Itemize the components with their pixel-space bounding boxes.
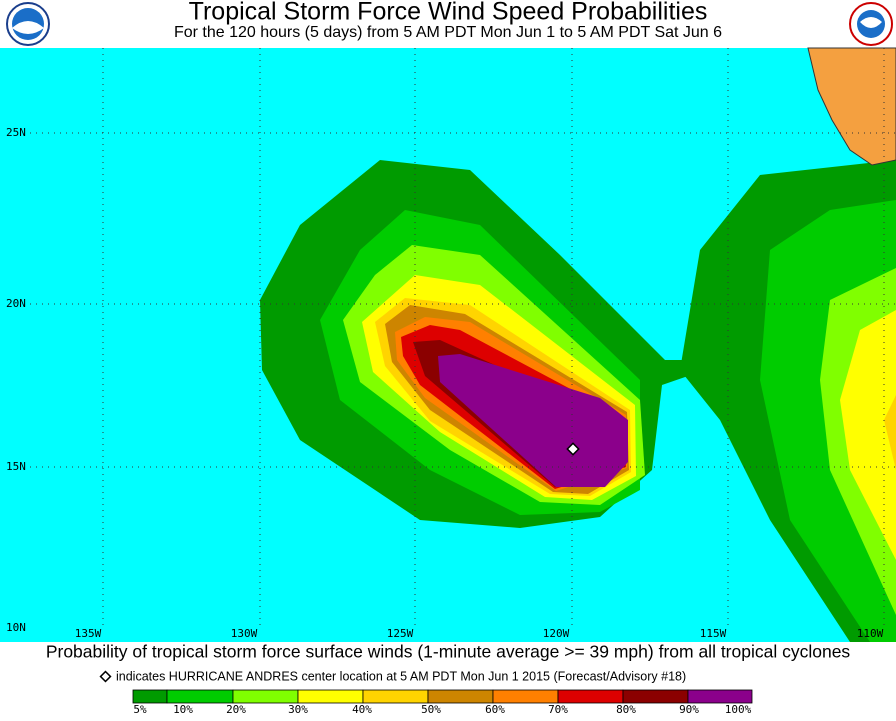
longitude-label: 115W bbox=[700, 627, 727, 640]
legend-label: 60% bbox=[485, 703, 505, 716]
latitude-label: 20N bbox=[6, 297, 26, 310]
legend-label: 5% bbox=[133, 703, 147, 716]
legend-label: 20% bbox=[226, 703, 246, 716]
legend-label: 10% bbox=[173, 703, 193, 716]
legend-swatch bbox=[622, 689, 689, 704]
legend-label: 90% bbox=[679, 703, 699, 716]
note-marker bbox=[99, 670, 112, 683]
longitude-label: 130W bbox=[231, 627, 258, 640]
gridlines bbox=[30, 48, 896, 628]
longitude-label: 135W bbox=[75, 627, 102, 640]
legend-swatch bbox=[232, 689, 299, 704]
legend-swatch bbox=[687, 689, 753, 704]
longitude-label: 110W bbox=[857, 627, 884, 640]
longitude-label: 125W bbox=[387, 627, 414, 640]
noaa-logo bbox=[6, 2, 50, 46]
legend-swatch bbox=[166, 689, 234, 704]
legend-swatch bbox=[362, 689, 429, 704]
map bbox=[0, 47, 896, 642]
legend-swatch bbox=[132, 689, 168, 704]
legend: 5% 10% 20% 30% 40% 50% 60% 70% 80% 90% 100% bbox=[132, 689, 753, 716]
legend-swatch bbox=[557, 689, 624, 704]
legend-label: 80% bbox=[616, 703, 636, 716]
legend-swatch bbox=[427, 689, 494, 704]
latitude-label: 15N bbox=[6, 460, 26, 473]
legend-swatch bbox=[492, 689, 559, 704]
land bbox=[807, 47, 896, 166]
legend-label: 70% bbox=[548, 703, 568, 716]
nws-logo bbox=[849, 2, 893, 46]
legend-label: 100% bbox=[725, 703, 752, 716]
subtitle: For the 120 hours (5 days) from 5 AM PDT… bbox=[174, 24, 722, 41]
latitude-label: 25N bbox=[6, 126, 26, 139]
longitude-label: 120W bbox=[543, 627, 570, 640]
title: Tropical Storm Force Wind Speed Probabil… bbox=[189, 0, 708, 26]
legend-label: 40% bbox=[352, 703, 372, 716]
legend-label: 30% bbox=[288, 703, 308, 716]
legend-swatch bbox=[297, 689, 364, 704]
storm-center bbox=[566, 442, 580, 456]
latitude-label: 10N bbox=[6, 621, 26, 634]
footer-description: Probability of tropical storm force surf… bbox=[46, 642, 851, 662]
footer-note: indicates HURRICANE ANDRES center locati… bbox=[116, 669, 686, 683]
legend-label: 50% bbox=[421, 703, 441, 716]
